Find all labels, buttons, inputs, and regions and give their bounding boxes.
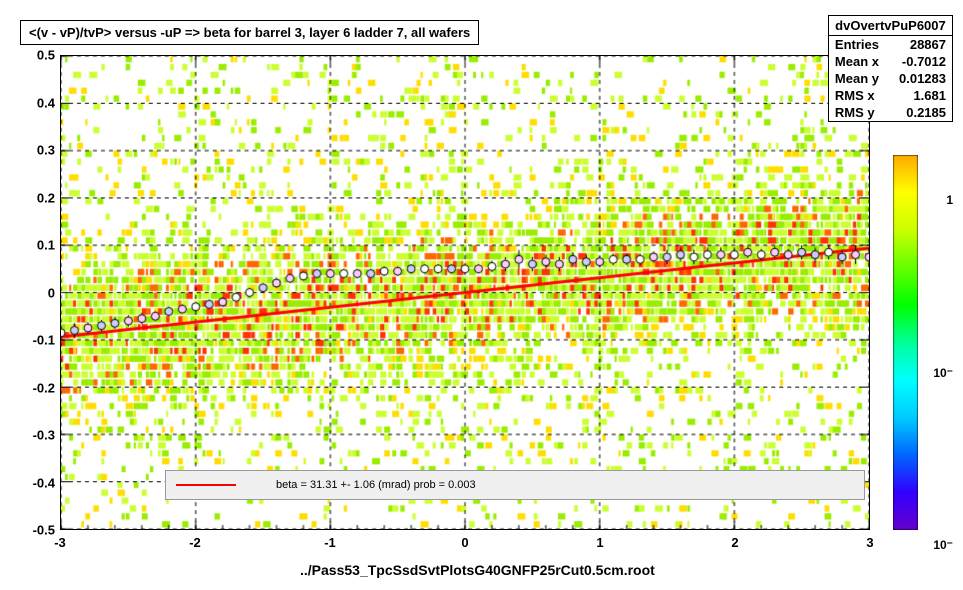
- stats-rmsy: RMS y0.2185: [829, 104, 952, 121]
- y-tick-label: -0.2: [33, 380, 55, 395]
- colorbar: [893, 155, 918, 530]
- stats-box: dvOvertvPuP6007 Entries28867 Mean x-0.70…: [828, 15, 953, 122]
- stats-histogram-name: dvOvertvPuP6007: [829, 16, 952, 36]
- stats-meanx: Mean x-0.7012: [829, 53, 952, 70]
- colorbar-tick-label: 1: [946, 193, 953, 207]
- plot-canvas: [61, 56, 869, 529]
- legend-text: beta = 31.31 +- 1.06 (mrad) prob = 0.003: [276, 479, 476, 491]
- y-tick-label: 0.2: [37, 190, 55, 205]
- colorbar-tick-label: 10⁻: [933, 366, 953, 380]
- y-tick-label: 0.4: [37, 95, 55, 110]
- colorbar-labels: 110⁻10⁻: [923, 155, 953, 530]
- plot-title: <(v - vP)/tvP> versus -uP => beta for ba…: [20, 20, 479, 45]
- stats-meany: Mean y0.01283: [829, 70, 952, 87]
- x-tick-label: 3: [866, 535, 873, 550]
- y-tick-label: 0.1: [37, 238, 55, 253]
- y-axis-labels: -0.5-0.4-0.3-0.2-0.100.10.20.30.40.5: [10, 55, 55, 530]
- plot-area: [60, 55, 870, 530]
- stats-rmsx: RMS x1.681: [829, 87, 952, 104]
- x-tick-label: 0: [461, 535, 468, 550]
- fit-legend: beta = 31.31 +- 1.06 (mrad) prob = 0.003: [165, 470, 865, 500]
- footer-filename: ../Pass53_TpcSsdSvtPlotsG40GNFP25rCut0.5…: [300, 562, 655, 578]
- x-tick-label: 1: [596, 535, 603, 550]
- stats-entries: Entries28867: [829, 36, 952, 53]
- x-tick-label: -3: [54, 535, 66, 550]
- y-tick-label: 0.5: [37, 48, 55, 63]
- x-tick-label: -1: [324, 535, 336, 550]
- x-tick-label: 2: [731, 535, 738, 550]
- colorbar-tick-label: 10⁻: [933, 538, 953, 552]
- y-tick-label: 0.3: [37, 143, 55, 158]
- y-tick-label: -0.1: [33, 333, 55, 348]
- x-tick-label: -2: [189, 535, 201, 550]
- y-tick-label: -0.3: [33, 428, 55, 443]
- y-tick-label: -0.5: [33, 523, 55, 538]
- legend-line-icon: [176, 484, 236, 486]
- y-tick-label: 0: [48, 285, 55, 300]
- y-tick-label: -0.4: [33, 475, 55, 490]
